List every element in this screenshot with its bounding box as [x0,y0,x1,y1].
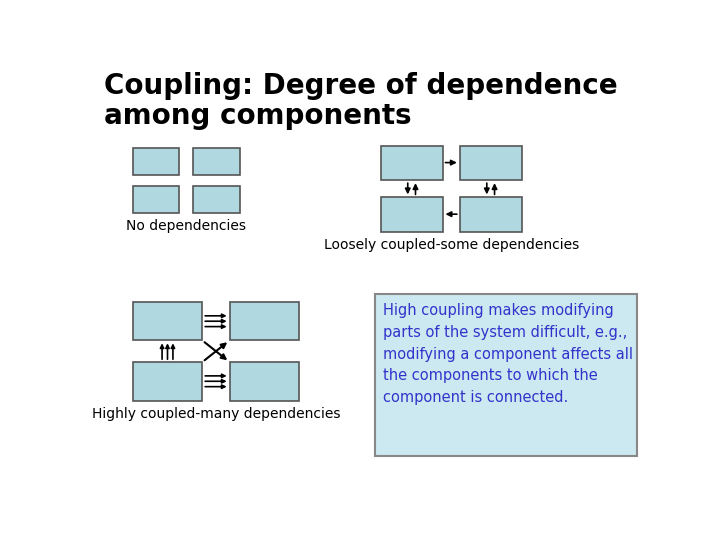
Bar [230,302,300,340]
Text: Highly coupled-many dependencies: Highly coupled-many dependencies [91,407,340,421]
Bar [381,197,443,232]
Bar [193,148,240,175]
Bar [193,186,240,213]
Text: Loosely coupled-some dependencies: Loosely coupled-some dependencies [323,238,579,252]
Bar [132,302,202,340]
Bar [459,197,522,232]
Text: among components: among components [104,102,412,130]
Text: Coupling: Degree of dependence: Coupling: Degree of dependence [104,72,618,100]
Bar [459,146,522,180]
Bar [230,362,300,401]
Text: No dependencies: No dependencies [126,219,246,233]
Bar [375,294,637,456]
Bar [132,186,179,213]
Bar [132,362,202,401]
Bar [132,148,179,175]
Bar [381,146,443,180]
Text: High coupling makes modifying
parts of the system difficult, e.g.,
modifying a c: High coupling makes modifying parts of t… [383,303,633,405]
